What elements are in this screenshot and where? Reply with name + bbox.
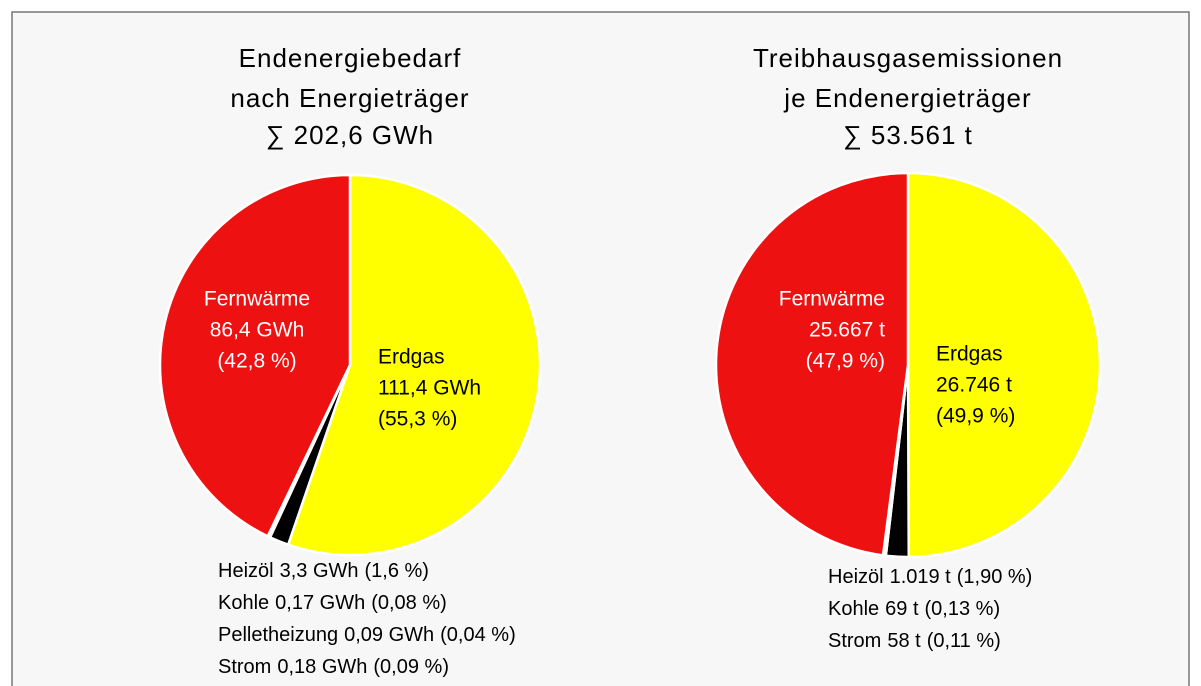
outside-label-part: (0,04 %) bbox=[440, 624, 516, 646]
slice-label: 86,4 GWh bbox=[210, 319, 305, 342]
slice-label: (55,3 %) bbox=[378, 408, 457, 431]
chart-title: nach Energieträger bbox=[230, 83, 469, 113]
slice-label: Erdgas bbox=[936, 343, 1003, 366]
outside-label-part: 69 t bbox=[885, 598, 919, 620]
outside-label-part: 0,09 GWh bbox=[344, 624, 434, 646]
outside-label-part: Heizöl bbox=[218, 560, 274, 582]
outside-label-part: (1,90 %) bbox=[957, 566, 1033, 588]
pie-slice bbox=[906, 171, 1102, 559]
outside-label-part: Pelletheizung bbox=[218, 624, 338, 646]
chart-title: Treibhausgasemissionen bbox=[753, 43, 1063, 73]
slice-label: Erdgas bbox=[378, 346, 445, 369]
outside-label-part: 1.019 t bbox=[890, 566, 952, 588]
outside-label-part: (0,08 %) bbox=[371, 592, 447, 614]
chart-subtitle: ∑ 53.561 t bbox=[843, 120, 973, 150]
outside-label: Heizöl 1.019 t (1,90 %) bbox=[828, 566, 1032, 588]
outside-label-part: Strom bbox=[828, 630, 881, 652]
outside-label-part: Strom bbox=[218, 656, 271, 678]
outside-label: Strom 0,18 GWh (0,09 %) bbox=[218, 656, 449, 678]
pie-slice bbox=[158, 173, 352, 538]
outside-label: Strom 58 t (0,11 %) bbox=[828, 630, 1001, 652]
slice-label: (42,8 %) bbox=[217, 350, 296, 373]
outside-label-part: 0,18 GWh bbox=[277, 656, 367, 678]
outside-label-part: (0,09 %) bbox=[373, 656, 449, 678]
slice-label: Fernwärme bbox=[204, 288, 310, 311]
chart-title: je Endenergieträger bbox=[783, 83, 1031, 113]
outside-label-part: Kohle bbox=[218, 592, 269, 614]
slice-label: Fernwärme bbox=[779, 288, 885, 311]
slice-label: 26.746 t bbox=[936, 374, 1012, 397]
outside-label: Kohle 69 t (0,13 %) bbox=[828, 598, 1000, 620]
chart-title: Endenergiebedarf bbox=[239, 43, 462, 73]
outside-label-part: Kohle bbox=[828, 598, 879, 620]
slice-label: (49,9 %) bbox=[936, 405, 1015, 428]
outside-label: Pelletheizung 0,09 GWh (0,04 %) bbox=[218, 624, 516, 646]
slice-label: 25.667 t bbox=[809, 319, 885, 342]
outside-label-part: 58 t bbox=[887, 630, 921, 652]
outside-label-part: (1,6 %) bbox=[365, 560, 429, 582]
outside-label-part: (0,11 %) bbox=[927, 630, 1001, 652]
pie-slice bbox=[714, 171, 910, 557]
outside-label-part: Heizöl bbox=[828, 566, 884, 588]
chart-subtitle: ∑ 202,6 GWh bbox=[266, 120, 434, 150]
outside-label-part: 0,17 GWh bbox=[275, 592, 365, 614]
outside-label-part: 3,3 GWh bbox=[280, 560, 359, 582]
outside-label-part: (0,13 %) bbox=[925, 598, 1001, 620]
slice-label: (47,9 %) bbox=[806, 350, 885, 373]
slice-label: 111,4 GWh bbox=[378, 377, 481, 400]
outside-label: Kohle 0,17 GWh (0,08 %) bbox=[218, 592, 447, 614]
outside-label: Heizöl 3,3 GWh (1,6 %) bbox=[218, 560, 429, 582]
